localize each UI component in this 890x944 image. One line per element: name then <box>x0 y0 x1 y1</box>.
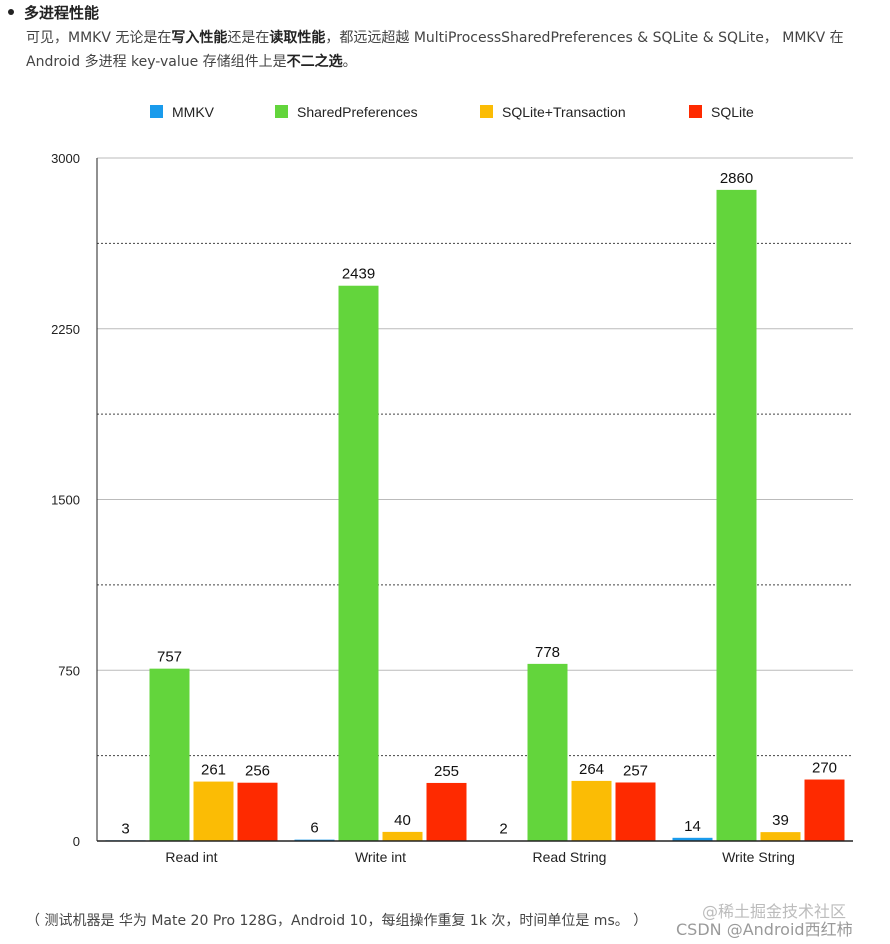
data-label-3-1: 2860 <box>720 170 753 187</box>
para-bold-best-choice: 不二之选 <box>286 54 343 70</box>
data-label-3-3: 270 <box>812 760 837 777</box>
bar-0-2 <box>193 781 234 841</box>
x-tick-label-2: Read String <box>533 849 607 865</box>
data-label-1-3: 255 <box>434 763 459 780</box>
legend-swatch-3 <box>689 105 702 118</box>
bar-3-3 <box>804 779 845 841</box>
legend-swatch-2 <box>480 105 493 118</box>
y-tick-label-4: 3000 <box>51 151 80 166</box>
bar-3-2 <box>760 832 801 841</box>
bar-chart: MMKV SharedPreferences SQLite+Transaction S… <box>51 104 853 865</box>
bar-0-1 <box>149 668 190 841</box>
data-label-2-1: 778 <box>535 644 560 661</box>
legend-label-1: SharedPreferences <box>297 104 418 120</box>
legend-swatch-0 <box>150 105 163 118</box>
data-label-2-3: 257 <box>623 762 648 779</box>
watermark-csdn: CSDN @Android西红柿 <box>676 920 853 939</box>
legend-label-0: MMKV <box>172 104 215 120</box>
data-label-0-1: 757 <box>157 649 182 666</box>
y-tick-label-2: 1500 <box>51 493 80 508</box>
x-tick-label-0: Read int <box>165 849 217 865</box>
bar-1-2 <box>382 831 423 841</box>
para-bold-write-performance: 写入性能 <box>171 30 228 46</box>
data-label-1-1: 2439 <box>342 266 375 283</box>
watermark-juejin: @稀土掘金技术社区 <box>702 902 847 921</box>
para-text-1: 可见，MMKV 无论是在 <box>26 30 172 46</box>
data-label-0-3: 256 <box>245 763 270 780</box>
bar-2-2 <box>571 780 612 841</box>
para-text-3: ，都远远超越 MultiProcessSharedPreferences & S… <box>26 30 844 70</box>
data-label-2-2: 264 <box>579 761 604 778</box>
bar-0-3 <box>237 782 278 841</box>
bar-2-1 <box>527 663 568 841</box>
footnote: （ 测试机器是 华为 Mate 20 Pro 128G，Android 10，每… <box>26 913 648 929</box>
bar-1-1 <box>338 285 379 841</box>
y-tick-label-1: 750 <box>58 663 80 678</box>
data-label-1-0: 6 <box>310 820 318 837</box>
data-label-3-2: 39 <box>772 812 789 829</box>
legend-label-3: SQLite <box>711 104 754 120</box>
legend-label-2: SQLite+Transaction <box>502 104 626 120</box>
section-heading: 多进程性能 <box>8 2 99 23</box>
section-heading-text: 多进程性能 <box>24 4 100 22</box>
data-label-1-2: 40 <box>394 812 411 829</box>
y-tick-label-0: 0 <box>73 834 80 849</box>
x-tick-label-1: Write int <box>355 849 406 865</box>
bar-1-3 <box>426 782 467 841</box>
description-paragraph: 可见，MMKV 无论是在写入性能还是在读取性能，都远远超越 MultiProce… <box>26 26 888 74</box>
data-label-0-0: 3 <box>121 820 129 837</box>
data-label-3-0: 14 <box>684 818 701 835</box>
bullet-icon <box>8 8 14 15</box>
para-text-2: 还是在 <box>227 30 270 46</box>
bar-3-0 <box>672 837 713 841</box>
y-tick-label-3: 2250 <box>51 322 80 337</box>
para-bold-read-performance: 读取性能 <box>269 30 326 46</box>
legend-swatch-1 <box>275 105 288 118</box>
bar-3-1 <box>716 189 757 841</box>
para-text-4: 。 <box>342 54 357 70</box>
data-label-0-2: 261 <box>201 762 226 779</box>
data-label-2-0: 2 <box>499 821 507 838</box>
x-tick-label-3: Write String <box>722 849 795 865</box>
bar-2-3 <box>615 782 656 841</box>
